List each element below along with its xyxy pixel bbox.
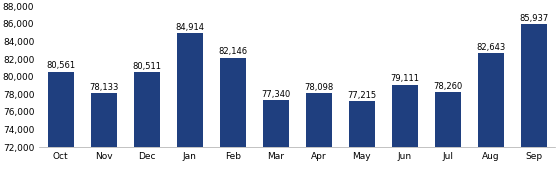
Text: 78,133: 78,133 bbox=[89, 83, 118, 92]
Text: 84,914: 84,914 bbox=[175, 23, 204, 32]
Text: 79,111: 79,111 bbox=[390, 74, 419, 83]
Bar bbox=[435, 92, 460, 178]
Bar bbox=[392, 85, 417, 178]
Bar bbox=[306, 93, 331, 178]
Bar bbox=[220, 58, 246, 178]
Text: 78,260: 78,260 bbox=[433, 82, 463, 91]
Bar bbox=[263, 100, 288, 178]
Bar bbox=[478, 53, 504, 178]
Text: 80,511: 80,511 bbox=[132, 62, 161, 71]
Text: 85,937: 85,937 bbox=[519, 14, 549, 23]
Bar bbox=[349, 101, 374, 178]
Bar bbox=[177, 33, 203, 178]
Text: 80,561: 80,561 bbox=[46, 61, 75, 70]
Bar bbox=[134, 72, 160, 178]
Text: 78,098: 78,098 bbox=[304, 83, 333, 92]
Text: 77,340: 77,340 bbox=[261, 90, 290, 99]
Text: 82,146: 82,146 bbox=[218, 48, 247, 56]
Bar bbox=[521, 24, 547, 178]
Bar bbox=[91, 93, 117, 178]
Bar bbox=[48, 72, 74, 178]
Text: 82,643: 82,643 bbox=[476, 43, 506, 52]
Text: 77,215: 77,215 bbox=[347, 91, 376, 100]
